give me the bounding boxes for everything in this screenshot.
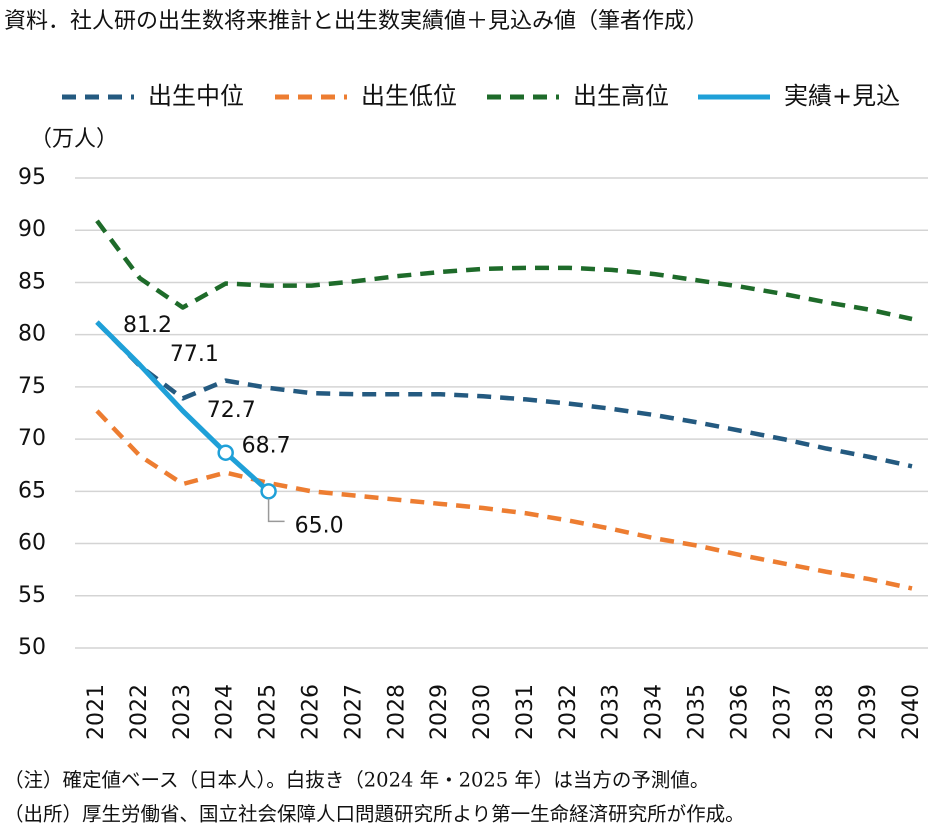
y-tick-label: 85: [18, 269, 46, 294]
x-tick-label: 2027: [341, 684, 366, 740]
x-tick-label: 2039: [856, 684, 881, 740]
y-tick-label: 95: [18, 165, 46, 190]
x-tick-label: 2032: [556, 684, 581, 740]
series-line: [95, 219, 913, 322]
x-tick-label: 2037: [770, 684, 795, 740]
data-label: 65.0: [295, 513, 344, 538]
note: （出所）厚生労働省、国立社会保障人口問題研究所より第一生命経済研究所が作成。: [4, 803, 745, 826]
data-label: 72.7: [207, 398, 256, 423]
y-tick-label: 60: [18, 531, 46, 556]
x-tick-label: 2026: [298, 684, 323, 740]
legend-label: 実績+見込: [784, 82, 900, 110]
hollow-marker: [217, 444, 234, 461]
x-tick-label: 2024: [213, 684, 238, 740]
x-tick-label: 2031: [513, 684, 538, 740]
y-tick-label: 70: [18, 426, 46, 451]
data-label: 81.2: [123, 313, 172, 338]
x-tick-label: 2033: [599, 684, 624, 740]
legend-label: 出生高位: [573, 82, 669, 110]
note: （注）確定値ベース（日本人）。白抜き（2024 年・2025 年）は当方の予測値…: [4, 769, 709, 792]
x-tick-label: 2036: [727, 684, 752, 740]
legend-label: 出生低位: [361, 82, 457, 110]
x-tick-label: 2029: [427, 684, 452, 740]
series-line: [95, 320, 271, 494]
x-tick-label: 2040: [899, 684, 924, 740]
chart-title: 資料．社人研の出生数将来推計と出生数実績値＋見込み値（筆者作成）: [4, 9, 708, 34]
series-line: [95, 320, 913, 469]
x-tick-label: 2023: [170, 684, 195, 740]
legend-label: 出生中位: [148, 82, 244, 110]
y-tick-label: 65: [18, 478, 46, 503]
y-tick-label: 50: [18, 635, 46, 660]
y-tick-label: 90: [18, 217, 46, 242]
x-tick-label: 2022: [127, 684, 152, 740]
leader-line: [267, 498, 285, 523]
x-tick-label: 2038: [813, 684, 838, 740]
x-tick-label: 2034: [642, 684, 667, 740]
y-axis-label: （万人）: [30, 127, 118, 152]
series-line: [95, 409, 913, 591]
x-tick-label: 2021: [84, 684, 109, 740]
data-label: 68.7: [242, 434, 291, 459]
y-tick-label: 75: [18, 374, 46, 399]
x-tick-label: 2028: [384, 684, 409, 740]
x-tick-label: 2025: [256, 684, 281, 740]
y-tick-label: 55: [18, 583, 46, 608]
y-tick-label: 80: [18, 322, 46, 347]
x-tick-label: 2030: [470, 684, 495, 740]
data-label: 77.1: [170, 342, 219, 367]
x-tick-label: 2035: [685, 684, 710, 740]
hollow-marker: [260, 483, 277, 500]
